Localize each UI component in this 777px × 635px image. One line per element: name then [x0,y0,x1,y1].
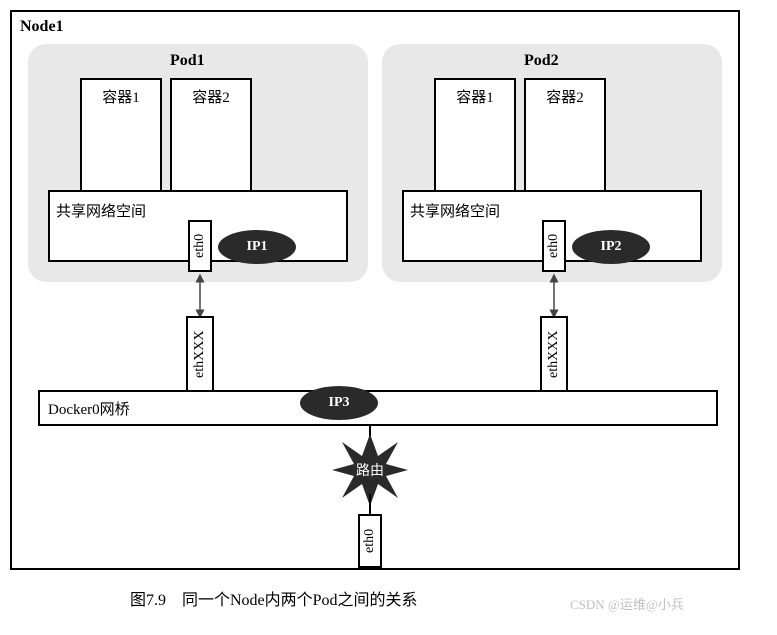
bridge-ip-badge: IP3 [300,386,378,420]
pod1-container1: 容器1 [80,78,162,194]
connector-route-eth0 [369,494,371,514]
route-label: 路由 [356,460,384,480]
pod2-shared-label: 共享网络空间 [410,200,500,221]
arrow-pod1 [190,272,210,320]
pod2-eth0: eth0 [542,220,566,272]
veth-1: ethXXX [186,316,214,392]
pod1-title: Pod1 [170,52,205,70]
pod1-shared-label: 共享网络空间 [56,200,146,221]
node-eth0: eth0 [358,514,382,568]
pod2-ip-badge: IP2 [572,230,650,264]
pod2-title: Pod2 [524,52,559,70]
docker0-bridge: Docker0网桥 [38,390,718,426]
pod1-ip-badge: IP1 [218,230,296,264]
pod1-eth0: eth0 [188,220,212,272]
watermark: CSDN @运维@小兵 [570,594,684,613]
diagram-canvas: Node1 Pod1 容器1 容器2 共享网络空间 eth0 IP1 Pod2 … [0,0,777,635]
figure-caption: 图7.9 同一个Node内两个Pod之间的关系 [130,586,418,610]
arrow-pod2 [544,272,564,320]
pod2-container1: 容器1 [434,78,516,194]
pod1-container2: 容器2 [170,78,252,194]
pod2-container2: 容器2 [524,78,606,194]
veth-2: ethXXX [540,316,568,392]
node-title: Node1 [20,18,64,36]
bridge-label: Docker0网桥 [48,398,130,419]
